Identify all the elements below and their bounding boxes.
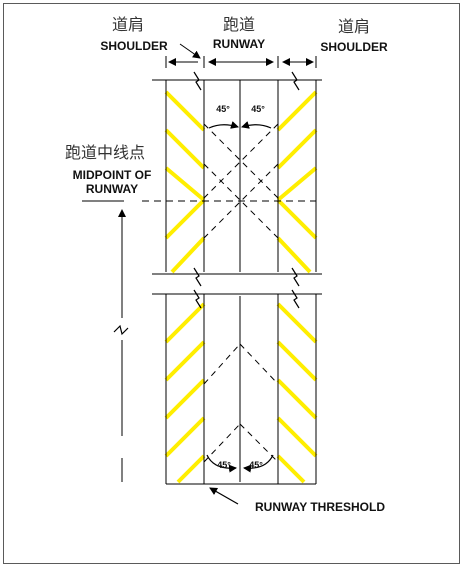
midpoint-cn-label: 跑道中线点 — [65, 143, 145, 162]
shoulder-stripes — [164, 90, 318, 484]
angle-label-upper-left: 45° — [216, 104, 230, 114]
midpoint-en-label-line2: RUNWAY — [86, 182, 138, 196]
midpoint-en-label-line1: MIDPOINT OF — [73, 168, 152, 182]
shoulder-left-cn-label: 道肩 — [112, 15, 144, 34]
shoulder-right-cn-label: 道肩 — [338, 17, 370, 36]
runway-outlines — [82, 79, 322, 485]
runway-en-label: RUNWAY — [213, 37, 265, 51]
angle-label-lower-left: 45° — [217, 460, 231, 470]
shoulder-right-en-label: SHOULDER — [320, 40, 388, 54]
shoulder-left-en-label: SHOULDER — [100, 39, 168, 53]
dimension-arrows — [165, 43, 317, 68]
angle-label-lower-right: 45° — [249, 460, 263, 470]
angle-arcs — [206, 121, 274, 473]
runway-threshold-label: RUNWAY THRESHOLD — [255, 500, 385, 514]
angle-label-upper-right: 45° — [251, 104, 265, 114]
dashed-diagonals — [203, 123, 279, 463]
break-symbols — [113, 71, 300, 336]
runway-cn-label: 跑道 — [223, 15, 255, 34]
threshold-leader — [209, 487, 239, 505]
